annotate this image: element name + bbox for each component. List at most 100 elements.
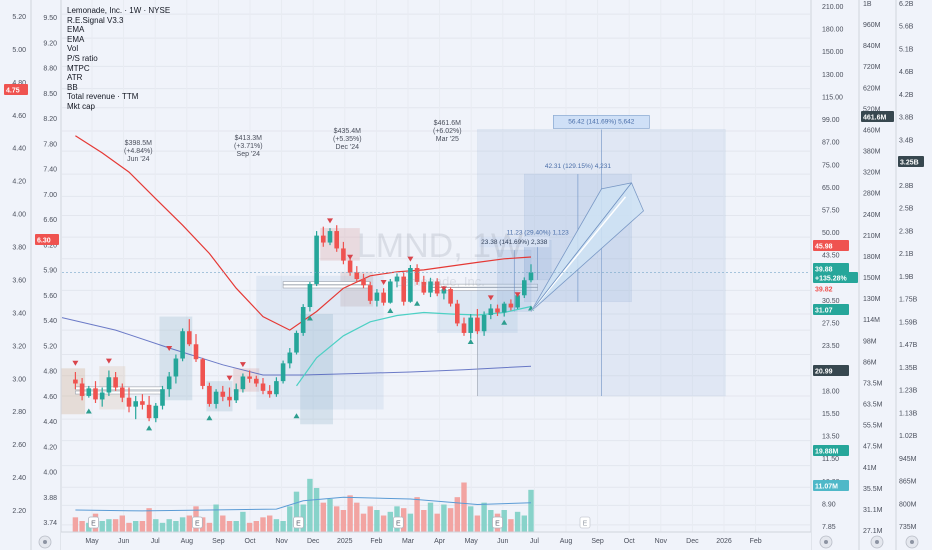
left-axis-2-tick: 4.20 xyxy=(43,444,57,451)
legend-indicator[interactable]: ATR xyxy=(67,73,83,83)
legend-indicator[interactable]: EMA xyxy=(67,25,85,35)
left-axis-1-tick: 2.80 xyxy=(12,409,26,416)
candle-body xyxy=(347,260,353,273)
right-axis-1-tick: 75.00 xyxy=(822,162,840,169)
candle-body xyxy=(240,376,246,390)
watermark-sub: Lemonade, Inc. xyxy=(395,274,485,289)
right-axis-2-tick: 720M xyxy=(863,64,881,71)
candle-body xyxy=(294,332,299,353)
x-axis-tick: Oct xyxy=(624,538,635,545)
zone-bear xyxy=(233,368,260,392)
right-axis-1-tick: 57.50 xyxy=(822,207,840,214)
right-axis-1-tick: 27.50 xyxy=(822,321,840,328)
left-axis-2-panel xyxy=(31,0,61,550)
zone-bear xyxy=(320,228,360,261)
volume-bar xyxy=(474,515,481,532)
legend-indicator[interactable]: Vol xyxy=(67,44,79,54)
revenue-change: (+5.35%) xyxy=(333,136,362,143)
candle-body xyxy=(113,377,118,388)
sell-signal xyxy=(72,360,79,366)
sell-signal xyxy=(347,254,354,260)
right-axis-2-tick: 31.1M xyxy=(863,507,883,514)
left-badge-text: 6.30 xyxy=(37,238,51,245)
measure-label-bg xyxy=(479,237,550,248)
sell-signal xyxy=(487,295,494,301)
candle-body xyxy=(187,331,192,345)
legend-indicator[interactable]: MTPC xyxy=(67,63,90,73)
candle-body xyxy=(233,389,239,401)
legend: Lemonade, Inc. · 1W · NYSE R.E.Signal V3… xyxy=(67,6,170,112)
right-axis-2-tick: 280M xyxy=(863,191,881,198)
buy-signal xyxy=(467,338,474,344)
legend-indicator[interactable]: P/S ratio xyxy=(67,53,98,63)
right-axis-3-tick: 1.35B xyxy=(899,365,918,372)
earnings-marker-label: E xyxy=(495,521,500,528)
candles xyxy=(72,218,534,431)
x-axis-tick: May xyxy=(85,538,99,545)
candle-body xyxy=(488,308,494,316)
volume-bar xyxy=(374,510,380,532)
right-axis-2-tick: 1B xyxy=(863,1,872,8)
candle-body xyxy=(254,378,259,384)
buy-signal xyxy=(146,425,153,431)
legend-indicator[interactable]: BB xyxy=(67,82,78,92)
candle-body xyxy=(220,391,226,397)
left-axis-2-tick: 7.80 xyxy=(43,141,57,148)
volume-bar xyxy=(414,497,420,532)
right-badge xyxy=(813,272,858,283)
candle-body xyxy=(213,391,219,404)
right-axis-2-tick: 210M xyxy=(863,233,881,240)
candle-body xyxy=(461,323,467,333)
legend-indicator[interactable]: R.E.Signal V3.3 xyxy=(67,15,124,25)
x-axis-tick: Jul xyxy=(530,538,539,545)
legend-indicator[interactable]: Total revenue · TTM xyxy=(67,92,139,102)
right-axis-1-tick: 43.50 xyxy=(822,253,840,260)
right-axis-3-tick: 3.8B xyxy=(899,115,914,122)
volume-bar xyxy=(334,506,340,532)
right-axis-2-tick: 620M xyxy=(863,85,881,92)
revenue-date: Jun '24 xyxy=(127,156,150,163)
right-axis-2-tick: 320M xyxy=(863,170,881,177)
earnings-marker-label: E xyxy=(296,521,301,528)
revenue-date: Sep '24 xyxy=(236,151,261,158)
volume-bar xyxy=(454,497,460,532)
volume-bar xyxy=(72,517,79,532)
left-axis-1-tick: 3.20 xyxy=(12,343,26,350)
right-badge-text: 39.82 xyxy=(815,287,833,294)
sell-signal xyxy=(407,256,414,262)
sell-signal xyxy=(105,358,112,364)
right-axis-1-tick: 13.50 xyxy=(822,434,840,441)
measure-label: 23.38 (141.69%) 2,338 xyxy=(481,239,548,246)
candle-body xyxy=(455,303,460,324)
right-axis-3-tick: 1.75B xyxy=(899,297,918,304)
candle-body xyxy=(528,272,534,281)
right-axis-2-tick: 960M xyxy=(863,22,881,29)
revenue-value: $413.3M xyxy=(234,135,262,142)
left-axis-2-tick: 7.40 xyxy=(43,167,57,174)
candle-body xyxy=(515,295,520,308)
legend-title[interactable]: Lemonade, Inc. · 1W · NYSE xyxy=(67,6,171,15)
buy-signal xyxy=(501,319,508,325)
legend-indicator[interactable]: Mkt cap xyxy=(67,101,96,111)
right-axis-1-tick: 8.90 xyxy=(822,501,836,508)
x-axis-tick: Nov xyxy=(275,538,288,545)
volume-bar xyxy=(220,515,226,532)
earnings-marker xyxy=(492,516,503,529)
left-axis-2-tick: 8.20 xyxy=(43,116,57,123)
candle-body xyxy=(327,231,333,243)
candle-body xyxy=(140,401,145,405)
right-badge-text: +135.28% xyxy=(815,276,847,283)
legend-indicator[interactable]: EMA xyxy=(67,34,85,44)
x-axis-panel xyxy=(61,532,811,550)
gear-icon-center xyxy=(875,540,879,544)
volume-bar xyxy=(387,511,393,532)
sell-signal xyxy=(440,286,447,292)
left-axis-1-tick: 4.60 xyxy=(12,113,26,120)
right-axis-1-tick: 15.50 xyxy=(822,411,840,418)
candle-body xyxy=(421,281,427,293)
right-axis-3-tick: 1.47B xyxy=(899,342,918,349)
volume-bar xyxy=(153,519,159,532)
volume-bar xyxy=(441,504,447,532)
buy-signal xyxy=(206,415,213,421)
